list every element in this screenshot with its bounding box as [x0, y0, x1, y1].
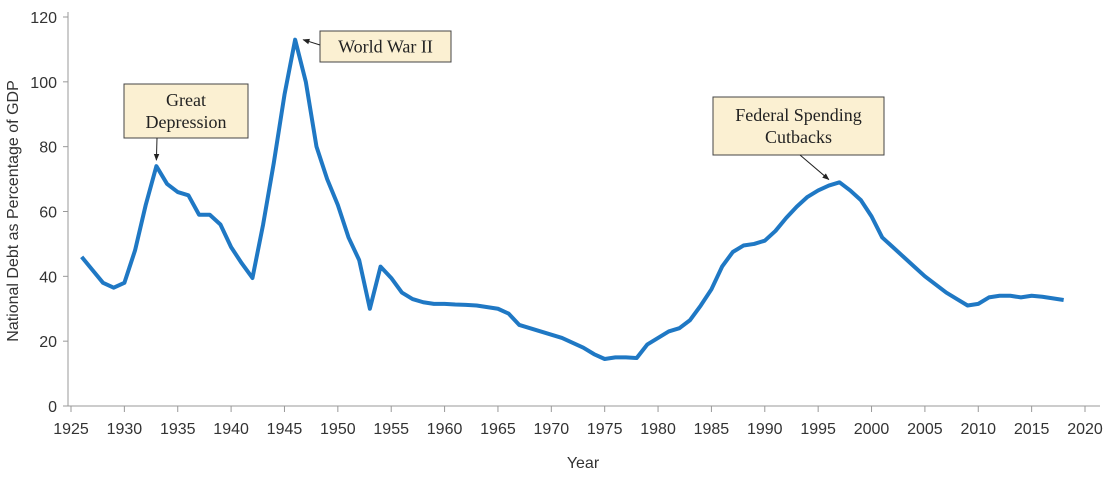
x-tick-label: 1985	[694, 421, 730, 438]
x-axis-label: Year	[567, 455, 600, 472]
x-tick-label: 1935	[160, 421, 196, 438]
x-tick-label: 2015	[1014, 421, 1050, 438]
x-tick-label: 1970	[534, 421, 570, 438]
y-tick-label: 40	[39, 269, 57, 286]
y-tick-label: 20	[39, 334, 57, 351]
x-tick-label: 1960	[427, 421, 463, 438]
data-line	[80, 37, 1064, 361]
y-axis-label: National Debt as Percentage of GDP	[5, 80, 22, 341]
x-tick-label: 2005	[907, 421, 943, 438]
x-tick-label: 2000	[854, 421, 890, 438]
x-tick-label: 1930	[107, 421, 143, 438]
annotation-arrow	[153, 137, 160, 161]
x-tick-label: 1955	[373, 421, 409, 438]
y-tick-label: 120	[30, 10, 57, 27]
x-tick-label: 1945	[267, 421, 303, 438]
x-tick-label: 1950	[320, 421, 356, 438]
annotation-text: Cutbacks	[765, 127, 832, 147]
annotation-box	[123, 83, 249, 139]
x-tick-label: 1980	[640, 421, 676, 438]
y-tick-label: 60	[39, 205, 57, 222]
annotation-box	[712, 96, 885, 156]
x-tick-label: 2020	[1067, 421, 1103, 438]
y-tick-label: 0	[48, 399, 57, 416]
annotation-text: World War II	[338, 37, 433, 57]
annotation-text: Depression	[146, 112, 227, 132]
annotation-text: Great	[166, 90, 206, 110]
x-tick-label: 1965	[480, 421, 516, 438]
x-tick-label: 2010	[960, 421, 996, 438]
x-tick-label: 1990	[747, 421, 783, 438]
x-tick-label: 1925	[53, 421, 89, 438]
annotation-arrow	[302, 38, 321, 46]
annotation-text: Federal Spending	[735, 105, 861, 125]
x-tick-label: 1975	[587, 421, 623, 438]
annotation-box	[319, 30, 452, 63]
annotation-arrow	[799, 154, 830, 181]
y-tick-label: 80	[39, 140, 57, 157]
x-tick-label: 1995	[800, 421, 836, 438]
y-tick-label: 100	[30, 75, 57, 92]
x-tick-label: 1940	[213, 421, 249, 438]
